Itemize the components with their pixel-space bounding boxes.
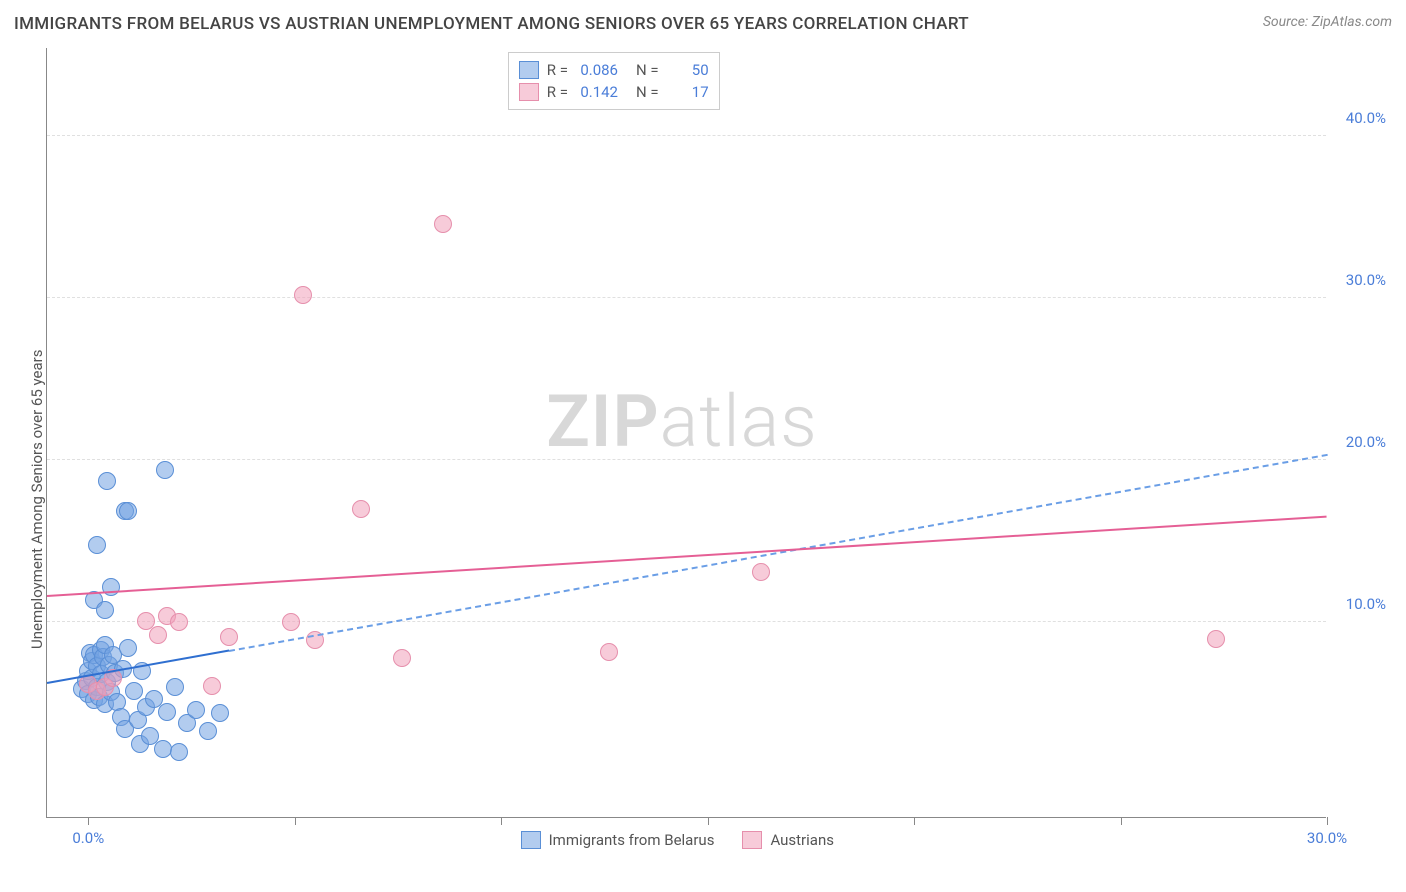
y-tick-label: 40.0% <box>1331 109 1386 127</box>
data-point-belarus <box>170 743 188 761</box>
stat-r-value: 0.086 <box>576 61 618 79</box>
swatch-belarus <box>519 61 539 79</box>
x-tick <box>1121 817 1122 825</box>
chart-title: IMMIGRANTS FROM BELARUS VS AUSTRIAN UNEM… <box>14 14 969 34</box>
scatter-plot: 10.0%20.0%30.0%40.0%0.0%30.0%ZIPatlasR =… <box>46 48 1326 818</box>
stat-n-value: 17 <box>667 83 709 101</box>
data-point-belarus <box>158 703 176 721</box>
data-point-belarus <box>211 704 229 722</box>
stat-r-value: 0.142 <box>576 83 618 101</box>
x-tick <box>295 817 296 825</box>
x-tick-label: 0.0% <box>72 829 104 847</box>
x-tick <box>1327 817 1328 825</box>
gridline <box>47 297 1326 298</box>
watermark: ZIPatlas <box>546 379 818 464</box>
gridline <box>47 459 1326 460</box>
bottom-legend: Immigrants from Belarus Austrians <box>521 831 834 849</box>
data-point-austrians <box>294 286 312 304</box>
data-point-austrians <box>393 649 411 667</box>
swatch-austrians <box>519 83 539 101</box>
gridline <box>47 135 1326 136</box>
data-point-austrians <box>203 677 221 695</box>
data-point-belarus <box>166 678 184 696</box>
data-point-belarus <box>98 472 116 490</box>
data-point-austrians <box>352 500 370 518</box>
data-point-austrians <box>1207 630 1225 648</box>
stats-row-austrians: R = 0.142 N = 17 <box>519 81 709 103</box>
y-tick-label: 30.0% <box>1331 271 1386 289</box>
data-point-austrians <box>149 626 167 644</box>
data-point-belarus <box>119 639 137 657</box>
data-point-austrians <box>434 215 452 233</box>
source-label: Source: ZipAtlas.com <box>1263 14 1392 30</box>
x-tick <box>914 817 915 825</box>
data-point-austrians <box>282 613 300 631</box>
stats-row-belarus: R = 0.086 N = 50 <box>519 59 709 81</box>
x-tick <box>708 817 709 825</box>
trend-line <box>47 515 1327 596</box>
swatch-austrians <box>742 831 762 849</box>
stat-n-label: N = <box>636 83 659 101</box>
x-tick <box>88 817 89 825</box>
stats-legend-box: R = 0.086 N = 50 R = 0.142 N = 17 <box>508 52 720 110</box>
data-point-belarus <box>125 682 143 700</box>
legend-item-belarus: Immigrants from Belarus <box>521 831 715 849</box>
stat-r-label: R = <box>547 83 568 101</box>
y-axis-label: Unemployment Among Seniors over 65 years <box>28 349 46 648</box>
data-point-belarus <box>154 740 172 758</box>
data-point-belarus <box>187 701 205 719</box>
data-point-belarus <box>88 536 106 554</box>
data-point-belarus <box>199 722 217 740</box>
title-bar: IMMIGRANTS FROM BELARUS VS AUSTRIAN UNEM… <box>14 14 1392 34</box>
x-tick <box>501 817 502 825</box>
stat-r-label: R = <box>547 61 568 79</box>
stat-n-value: 50 <box>667 61 709 79</box>
data-point-austrians <box>170 613 188 631</box>
data-point-belarus <box>156 461 174 479</box>
legend-item-austrians: Austrians <box>742 831 834 849</box>
legend-label: Austrians <box>770 831 834 849</box>
swatch-belarus <box>521 831 541 849</box>
data-point-belarus <box>119 502 137 520</box>
x-tick-label: 30.0% <box>1307 829 1347 847</box>
data-point-austrians <box>600 643 618 661</box>
data-point-austrians <box>220 628 238 646</box>
legend-label: Immigrants from Belarus <box>549 831 715 849</box>
y-tick-label: 20.0% <box>1331 433 1386 451</box>
stat-n-label: N = <box>636 61 659 79</box>
data-point-austrians <box>752 563 770 581</box>
data-point-belarus <box>96 601 114 619</box>
gridline <box>47 621 1326 622</box>
y-tick-label: 10.0% <box>1331 595 1386 613</box>
